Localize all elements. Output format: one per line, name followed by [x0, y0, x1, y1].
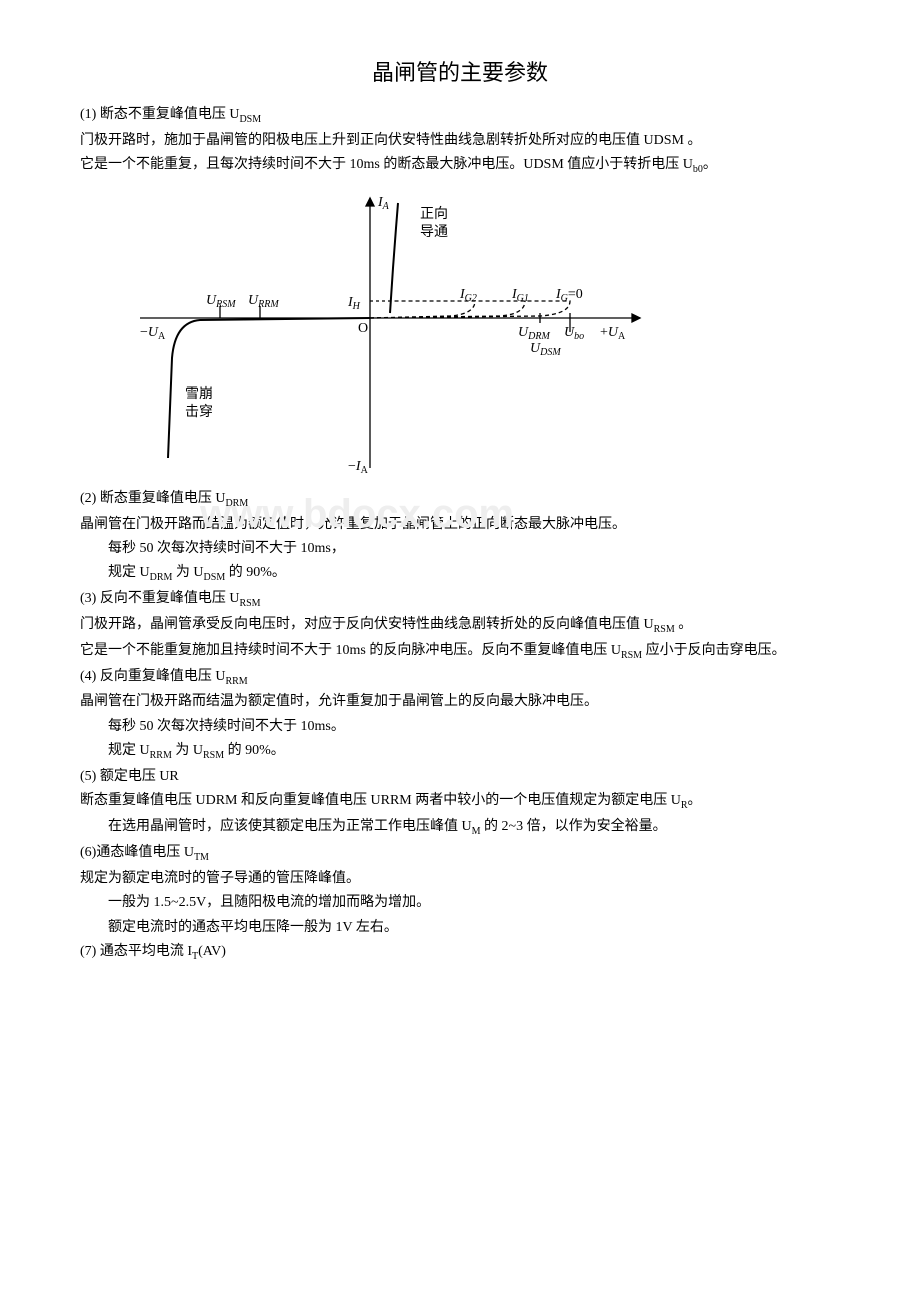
section-6-indent: 额定电流时的通态平均电压降一般为 1V 左右。 — [80, 917, 840, 939]
sub: RSM — [621, 650, 642, 661]
svg-text:IH: IH — [347, 295, 361, 312]
sub: RSM — [239, 598, 260, 609]
section-2-indent: 规定 UDRM 为 UDSM 的 90%。 — [80, 562, 840, 586]
section-1-head: (1) 断态不重复峰值电压 UDSM — [80, 104, 840, 128]
section-2-line: 晶闸管在门极开路而结温为额定值时，允许重复加于晶闸管上的正向断态最大脉冲电压。 — [80, 514, 840, 536]
page-title: 晶闸管的主要参数 — [80, 55, 840, 90]
svg-text:−IA: −IA — [348, 459, 369, 476]
svg-text:击穿: 击穿 — [185, 404, 213, 420]
svg-text:+UA: +UA — [600, 325, 626, 342]
section-3-head: (3) 反向不重复峰值电压 URSM — [80, 588, 840, 612]
section-7-head: (7) 通态平均电流 IT(AV) — [80, 941, 840, 965]
sub: DRM — [150, 572, 173, 583]
svg-text:Ubo: Ubo — [564, 325, 584, 342]
svg-text:IG=0: IG=0 — [555, 287, 583, 304]
section-3-line: 门极开路，晶闸管承受反向电压时，对应于反向伏安特性曲线急剧转折处的反向峰值电压值… — [80, 614, 840, 638]
svg-text:O: O — [358, 321, 368, 336]
section-6-indent: 一般为 1.5~2.5V，且随阳极电流的增加而略为增加。 — [80, 892, 840, 914]
section-6-line: 规定为额定电流时的管子导通的管压降峰值。 — [80, 868, 840, 890]
sub: TM — [194, 852, 209, 863]
section-1-line: 它是一个不能重复，且每次持续时间不大于 10ms 的断态最大脉冲电压。UDSM … — [80, 154, 840, 178]
svg-text:IG2: IG2 — [459, 287, 477, 304]
svg-text:IG1: IG1 — [511, 287, 529, 304]
svg-text:雪崩: 雪崩 — [185, 386, 213, 402]
svg-text:URSM: URSM — [206, 293, 236, 310]
section-2-indent: 每秒 50 次每次持续时间不大于 10ms， — [80, 538, 840, 560]
section-5-line: 断态重复峰值电压 UDRM 和反向重复峰值电压 URRM 两者中较小的一个电压值… — [80, 790, 840, 814]
sub: RRM — [150, 750, 172, 761]
svg-text:UDSM: UDSM — [530, 341, 561, 358]
sub: R — [681, 800, 688, 811]
section-1-line: 门极开路时，施加于晶闸管的阳极电压上升到正向伏安特性曲线急剧转折处所对应的电压值… — [80, 130, 840, 152]
sub: DSM — [239, 114, 261, 125]
sub: T — [192, 951, 198, 962]
svg-text:导通: 导通 — [420, 224, 448, 240]
section-4-line: 晶闸管在门极开路而结温为额定值时，允许重复加于晶闸管上的反向最大脉冲电压。 — [80, 691, 840, 713]
iv-characteristic-diagram: IA IH O IG2 IG1 IG=0 UDRM Ubo +UA UDSM U… — [120, 188, 660, 478]
svg-text:URRM: URRM — [248, 293, 279, 310]
sub: b0 — [693, 164, 703, 175]
sub: RSM — [203, 750, 224, 761]
section-6-head: (6)通态峰值电压 UTM — [80, 842, 840, 866]
svg-text:正向: 正向 — [420, 206, 448, 222]
section-3-line: 它是一个不能重复施加且持续时间不大于 10ms 的反向脉冲电压。反向不重复峰值电… — [80, 640, 840, 664]
section-2-head: (2) 断态重复峰值电压 UDRM — [80, 488, 840, 512]
svg-text:IA: IA — [377, 195, 390, 212]
sub: M — [472, 826, 481, 837]
sub: DRM — [225, 498, 248, 509]
section-5-indent: 在选用晶闸管时，应该使其额定电压为正常工作电压峰值 UM 的 2~3 倍，以作为… — [80, 816, 840, 840]
section-4-indent: 每秒 50 次每次持续时间不大于 10ms。 — [80, 716, 840, 738]
svg-text:UDRM: UDRM — [518, 325, 550, 342]
sub: RSM — [654, 624, 675, 635]
svg-text:−UA: −UA — [140, 325, 166, 342]
section-4-indent: 规定 URRM 为 URSM 的 90%。 — [80, 740, 840, 764]
sub: RRM — [225, 675, 247, 686]
section-5-head: (5) 额定电压 UR — [80, 766, 840, 788]
sub: DSM — [204, 572, 226, 583]
section-4-head: (4) 反向重复峰值电压 URRM — [80, 666, 840, 690]
